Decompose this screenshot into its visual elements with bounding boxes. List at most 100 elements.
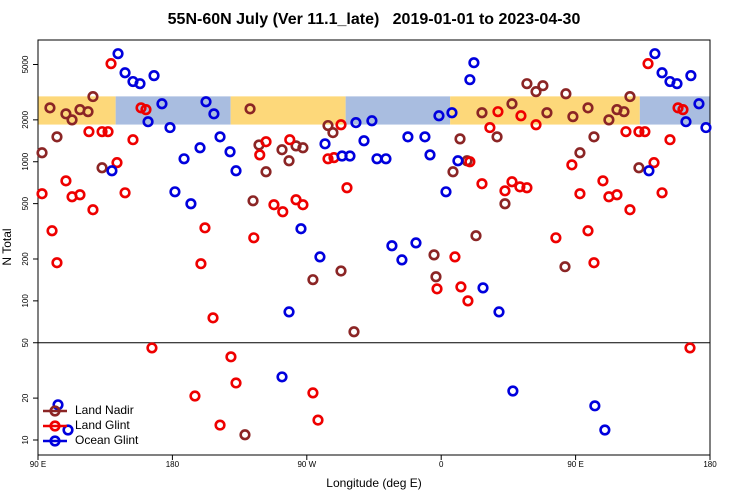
- point: [239, 429, 251, 441]
- point: [341, 182, 353, 194]
- point: [582, 225, 594, 237]
- point: [260, 166, 272, 178]
- point: [195, 258, 207, 270]
- point: [455, 281, 467, 293]
- point: [146, 342, 158, 354]
- point: [82, 106, 94, 118]
- point: [685, 70, 697, 82]
- y-tick-label: 100: [21, 294, 30, 308]
- point: [148, 70, 160, 82]
- point: [396, 254, 408, 266]
- point: [87, 204, 99, 216]
- point: [464, 156, 476, 168]
- point: [111, 157, 123, 169]
- point: [693, 98, 705, 110]
- point: [620, 126, 632, 138]
- point: [537, 80, 549, 92]
- point: [268, 199, 280, 211]
- point: [156, 98, 168, 110]
- point: [335, 119, 347, 131]
- point: [449, 251, 461, 263]
- point: [83, 126, 95, 138]
- point: [194, 142, 206, 154]
- point: [624, 90, 636, 103]
- point: [312, 414, 324, 426]
- point: [491, 131, 503, 143]
- y-axis-label: N Total: [0, 228, 14, 265]
- point: [515, 110, 527, 122]
- point: [319, 138, 331, 150]
- point: [521, 182, 533, 194]
- x-tick-label: 90 W: [297, 460, 316, 469]
- point: [60, 108, 72, 120]
- y-tick-label: 2000: [21, 110, 30, 128]
- point: [254, 149, 266, 161]
- point: [106, 165, 118, 177]
- point: [633, 126, 645, 138]
- point: [452, 155, 464, 167]
- point: [470, 230, 482, 242]
- point: [344, 150, 356, 162]
- point: [169, 186, 181, 198]
- point: [248, 232, 260, 244]
- point: [700, 121, 712, 134]
- point: [648, 157, 660, 169]
- point: [247, 195, 259, 207]
- point: [66, 114, 78, 126]
- point: [62, 424, 74, 436]
- chart-title: 55N-60N July (Ver 11.1_late) 2019-01-01 …: [168, 11, 581, 28]
- point: [350, 117, 362, 129]
- point: [639, 126, 651, 138]
- point: [574, 188, 586, 200]
- point: [380, 153, 392, 165]
- point: [51, 257, 63, 269]
- point: [119, 187, 131, 199]
- point: [684, 342, 696, 354]
- point: [214, 131, 226, 143]
- point: [492, 106, 504, 118]
- point: [597, 175, 609, 187]
- point: [96, 162, 108, 174]
- point: [142, 116, 154, 128]
- point: [514, 181, 526, 193]
- point: [225, 351, 237, 363]
- point: [105, 58, 117, 70]
- point: [314, 251, 326, 263]
- plot-frame: [37, 39, 711, 456]
- band-segment: [450, 96, 640, 125]
- legend-marker: [49, 435, 61, 447]
- point: [588, 257, 600, 269]
- legend-label: Land Glint: [75, 418, 130, 432]
- point: [119, 67, 131, 79]
- band-segment: [345, 96, 451, 125]
- point: [424, 149, 436, 161]
- point: [112, 48, 124, 60]
- y-tick-label: 5000: [21, 55, 30, 73]
- point: [476, 107, 488, 119]
- point: [87, 90, 99, 103]
- y-tick-label: 10: [21, 435, 30, 444]
- point: [60, 175, 72, 187]
- point: [611, 189, 623, 201]
- point: [283, 155, 295, 167]
- point: [499, 185, 511, 197]
- x-tick-label: 90 E: [567, 460, 583, 469]
- point: [335, 265, 347, 277]
- point: [386, 240, 398, 252]
- point: [164, 121, 176, 134]
- point: [283, 306, 295, 318]
- point: [477, 282, 489, 294]
- point: [649, 48, 661, 60]
- point: [588, 131, 600, 143]
- point: [200, 96, 212, 108]
- point: [433, 110, 445, 122]
- point: [297, 199, 309, 211]
- legend-marker: [49, 420, 61, 432]
- point: [260, 136, 272, 148]
- point: [208, 108, 220, 120]
- point: [295, 223, 307, 235]
- point: [189, 390, 201, 402]
- point: [566, 159, 578, 171]
- y-tick-label: 500: [21, 196, 30, 210]
- point: [462, 295, 474, 307]
